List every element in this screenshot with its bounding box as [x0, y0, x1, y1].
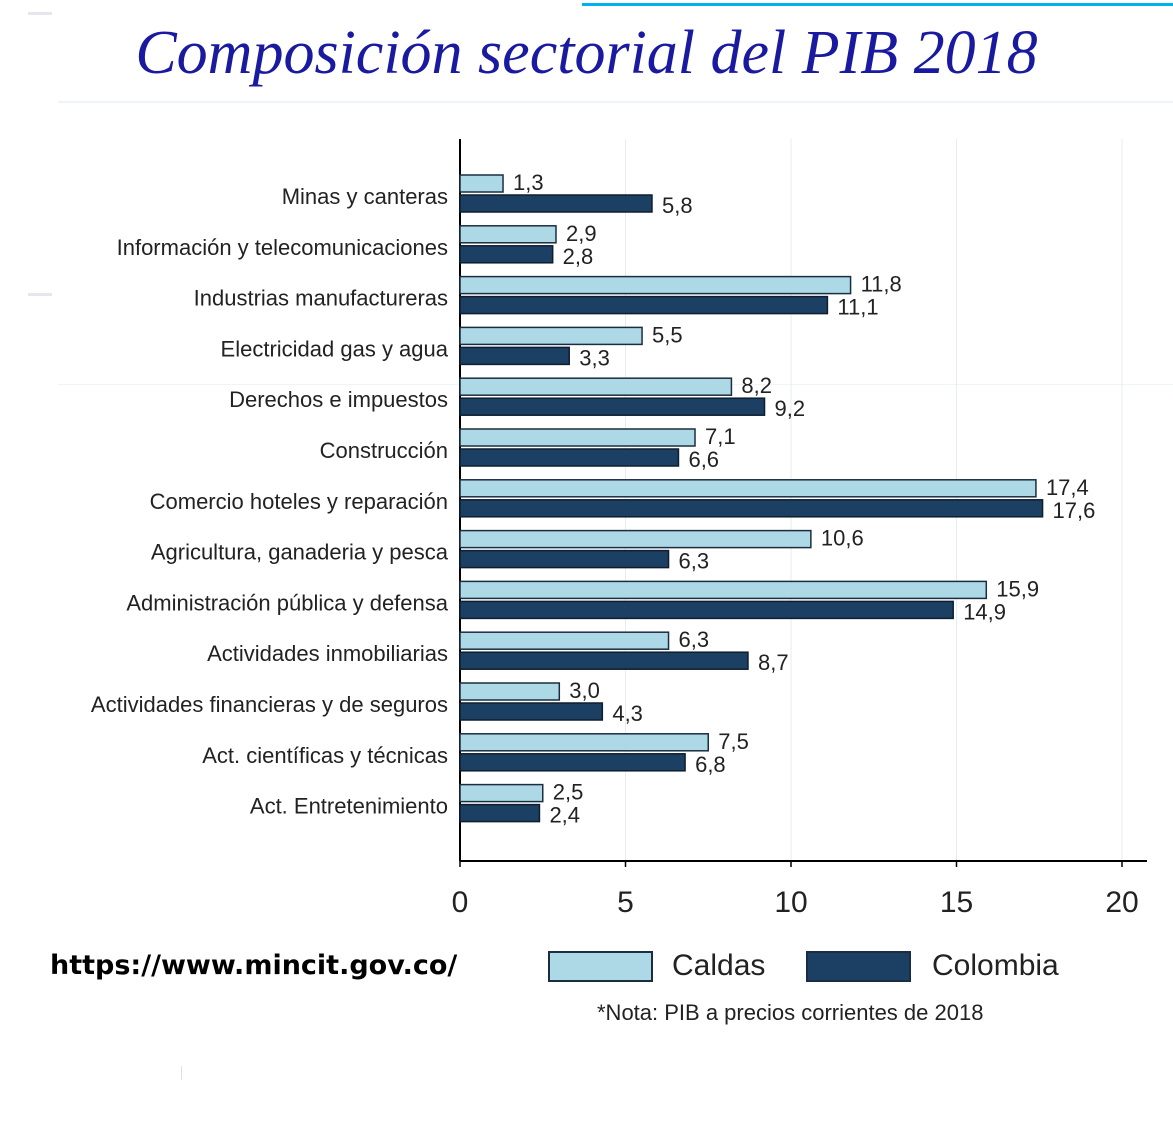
data-label-caldas: 10,6 — [821, 526, 864, 551]
bar-colombia — [459, 803, 541, 823]
bar-caldas — [459, 631, 670, 650]
data-label-caldas: 2,9 — [566, 221, 597, 246]
bottom-mark — [181, 1066, 182, 1080]
data-label-caldas: 5,5 — [652, 322, 683, 347]
legend-label-caldas: Caldas — [672, 949, 766, 982]
x-tick-label: 0 — [452, 886, 469, 919]
data-label-caldas: 17,4 — [1046, 475, 1089, 500]
data-label-colombia: 2,4 — [549, 803, 580, 828]
bar-caldas — [459, 174, 504, 193]
category-label: Act. Entretenimiento — [250, 794, 448, 819]
title-divider — [58, 101, 1173, 103]
data-label-caldas: 1,3 — [513, 170, 544, 195]
source-url: https://www.mincit.gov.co/ — [50, 950, 458, 981]
bar-caldas — [459, 529, 812, 549]
footnote: *Nota: PIB a precios corrientes de 2018 — [597, 1000, 984, 1025]
data-label-colombia: 9,2 — [775, 396, 806, 421]
data-label-caldas: 8,2 — [741, 373, 772, 398]
side-mark — [28, 293, 52, 296]
accent-line — [582, 3, 1173, 6]
bar-caldas — [459, 580, 988, 600]
category-label: Construcción — [320, 438, 448, 463]
category-label: Derechos e impuestos — [229, 387, 448, 412]
legend-swatch-caldas — [548, 951, 653, 982]
data-label-colombia: 6,3 — [679, 549, 710, 574]
bar-caldas — [459, 326, 643, 346]
bar-caldas — [459, 479, 1037, 498]
x-tick-label: 20 — [1105, 886, 1138, 919]
data-label-colombia: 14,9 — [963, 599, 1006, 624]
category-label: Minas y canteras — [282, 184, 448, 209]
data-label-colombia: 2,8 — [563, 244, 594, 269]
data-label-colombia: 3,3 — [579, 345, 610, 370]
data-label-caldas: 2,5 — [553, 780, 584, 805]
bar-colombia — [459, 600, 954, 620]
data-label-colombia: 6,8 — [695, 752, 726, 777]
bar-colombia — [459, 346, 570, 366]
bar-colombia — [459, 549, 670, 569]
data-label-caldas: 7,1 — [705, 424, 736, 449]
category-label: Comercio hoteles y reparación — [150, 489, 448, 514]
legend-label-colombia: Colombia — [932, 949, 1059, 982]
x-tick-label: 10 — [774, 886, 807, 919]
bar-colombia — [459, 295, 829, 315]
data-label-caldas: 15,9 — [996, 576, 1039, 601]
bar-caldas — [459, 783, 544, 803]
bar-caldas — [459, 682, 561, 701]
bar-colombia — [459, 499, 1044, 518]
bar-caldas — [459, 275, 852, 295]
bar-colombia — [459, 651, 749, 670]
bar-colombia — [459, 194, 653, 213]
bar-colombia — [459, 702, 604, 721]
legend-swatch-colombia — [806, 951, 911, 982]
data-label-colombia: 11,1 — [837, 295, 878, 320]
category-label: Administración pública y defensa — [126, 590, 448, 615]
data-label-caldas: 6,3 — [679, 627, 710, 652]
bar-caldas — [459, 377, 733, 396]
category-label: Actividades inmobiliarias — [207, 641, 448, 666]
data-label-colombia: 6,6 — [688, 447, 719, 472]
x-tick-label: 15 — [940, 886, 973, 919]
corner-mark — [28, 12, 52, 15]
bar-caldas — [459, 225, 557, 244]
category-label: Actividades financieras y de seguros — [91, 692, 448, 717]
category-label: Electricidad gas y agua — [221, 336, 449, 361]
data-label-caldas: 3,0 — [569, 678, 600, 703]
data-label-colombia: 17,6 — [1053, 498, 1096, 523]
data-label-colombia: 4,3 — [612, 701, 643, 726]
bar-colombia — [459, 397, 766, 416]
bar-caldas — [459, 428, 696, 447]
category-label: Act. científicas y técnicas — [202, 743, 448, 768]
data-label-caldas: 7,5 — [718, 729, 749, 754]
x-tick-label: 5 — [617, 886, 634, 919]
category-label: Agricultura, ganaderia y pesca — [151, 540, 449, 565]
bar-colombia — [459, 753, 686, 772]
page-title: Composición sectorial del PIB 2018 — [135, 19, 1038, 87]
bar-colombia — [459, 448, 680, 467]
category-label: Información y telecomunicaciones — [117, 235, 448, 260]
category-label: Industrias manufactureras — [194, 286, 448, 311]
bar-caldas — [459, 733, 709, 752]
data-label-colombia: 8,7 — [758, 650, 789, 675]
data-label-colombia: 5,8 — [662, 193, 693, 218]
bar-colombia — [459, 245, 554, 264]
data-label-caldas: 11,8 — [861, 272, 902, 297]
